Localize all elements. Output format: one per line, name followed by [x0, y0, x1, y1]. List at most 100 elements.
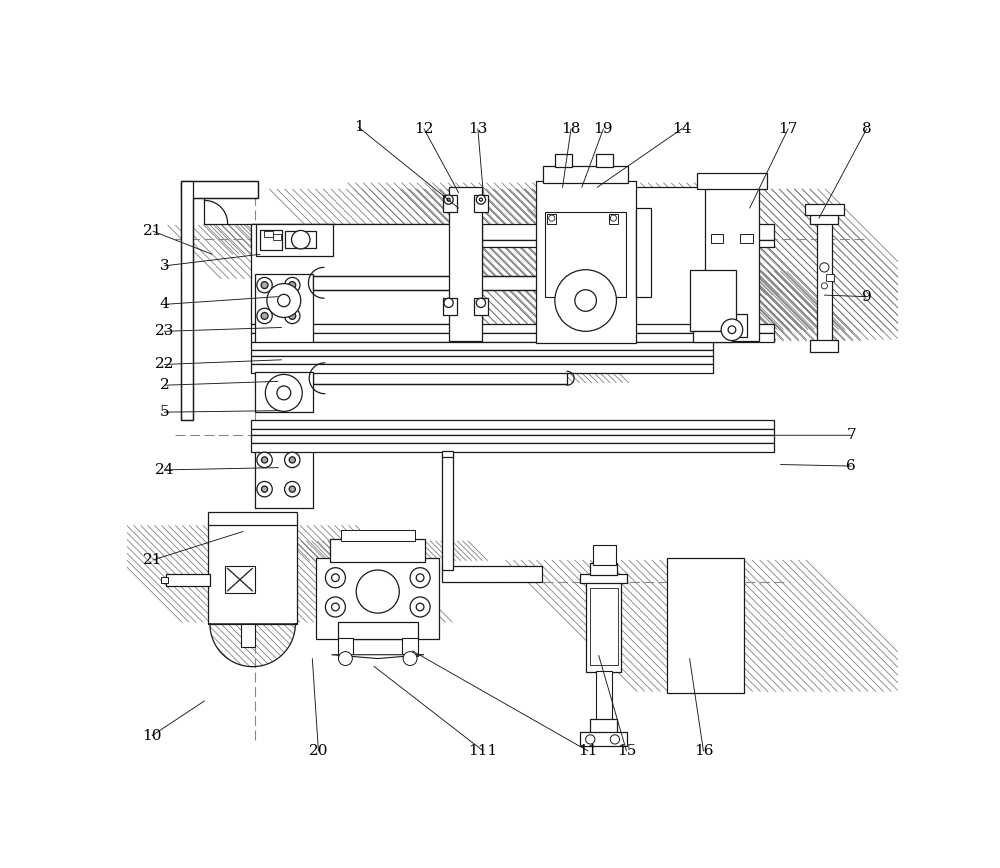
Bar [252, 225, 345, 279]
Text: 21: 21 [143, 224, 163, 238]
Bar [255, 372, 313, 412]
Bar [210, 525, 295, 622]
Circle shape [257, 482, 272, 496]
Text: 21: 21 [143, 553, 163, 567]
Circle shape [332, 603, 339, 611]
Circle shape [325, 597, 345, 617]
Bar [208, 512, 297, 525]
Circle shape [410, 597, 430, 617]
Text: 1: 1 [354, 121, 363, 135]
Circle shape [476, 195, 486, 204]
Bar [690, 270, 736, 332]
Text: 9: 9 [862, 290, 872, 304]
Text: 20: 20 [309, 744, 328, 758]
Bar [707, 189, 757, 339]
Bar [596, 155, 613, 168]
Bar [251, 240, 774, 247]
Bar [697, 174, 767, 189]
Bar [474, 299, 488, 315]
Circle shape [257, 452, 272, 468]
Bar [576, 189, 744, 332]
Bar [536, 181, 636, 343]
Bar [805, 204, 844, 215]
Circle shape [356, 570, 399, 613]
Circle shape [277, 386, 291, 400]
Bar [442, 566, 542, 582]
Circle shape [292, 230, 310, 249]
Bar [817, 218, 832, 341]
Bar [593, 545, 616, 564]
Bar [251, 435, 774, 443]
Circle shape [265, 374, 302, 411]
Bar [636, 208, 651, 297]
Circle shape [610, 215, 616, 221]
Text: 19: 19 [594, 122, 613, 135]
Text: 4: 4 [160, 298, 169, 312]
Bar [181, 181, 258, 198]
Bar [474, 195, 488, 212]
Bar [313, 276, 567, 290]
Bar [442, 450, 453, 457]
Bar [810, 212, 838, 224]
Bar [251, 223, 774, 240]
Circle shape [278, 294, 290, 306]
Text: 17: 17 [778, 122, 798, 135]
Bar [251, 223, 482, 324]
Bar [251, 324, 774, 332]
Bar [255, 273, 313, 343]
Bar [208, 523, 297, 624]
Text: 7: 7 [846, 428, 856, 443]
Bar [574, 187, 744, 333]
Circle shape [575, 290, 596, 312]
Bar [666, 558, 744, 694]
Bar [251, 350, 713, 356]
Bar [590, 588, 618, 665]
Bar [451, 189, 480, 339]
Bar [256, 223, 333, 256]
Bar [285, 231, 316, 248]
Circle shape [285, 452, 300, 468]
Bar [258, 225, 332, 254]
Text: 23: 23 [155, 325, 174, 339]
Text: 13: 13 [468, 122, 488, 135]
Bar [590, 563, 617, 575]
Circle shape [549, 215, 555, 221]
Bar [402, 638, 418, 656]
Circle shape [728, 326, 736, 333]
Circle shape [555, 270, 616, 332]
Bar [225, 566, 255, 593]
Bar [251, 356, 713, 364]
Bar [251, 443, 774, 452]
Bar [810, 339, 838, 352]
Text: 22: 22 [155, 358, 174, 372]
Circle shape [261, 457, 268, 463]
Text: 111: 111 [469, 744, 498, 758]
Bar [449, 187, 482, 341]
Polygon shape [332, 654, 424, 659]
Bar [537, 182, 634, 341]
Circle shape [289, 312, 296, 319]
Bar [443, 299, 457, 315]
Circle shape [721, 319, 743, 340]
Text: 14: 14 [672, 122, 692, 135]
Bar [273, 234, 281, 240]
Bar [586, 580, 621, 673]
Text: 2: 2 [160, 378, 169, 392]
Bar [161, 577, 168, 583]
Bar [668, 560, 742, 692]
Bar [315, 278, 566, 288]
Bar [740, 233, 753, 243]
Circle shape [610, 735, 620, 744]
Circle shape [261, 281, 268, 288]
Circle shape [821, 283, 827, 289]
Bar [264, 231, 273, 237]
Bar [181, 181, 193, 420]
Circle shape [325, 568, 345, 588]
Bar [166, 574, 210, 586]
Bar [590, 719, 617, 734]
Circle shape [267, 284, 301, 318]
Bar [241, 624, 255, 647]
Bar [341, 530, 415, 541]
Bar [330, 539, 425, 562]
Bar [543, 166, 628, 182]
